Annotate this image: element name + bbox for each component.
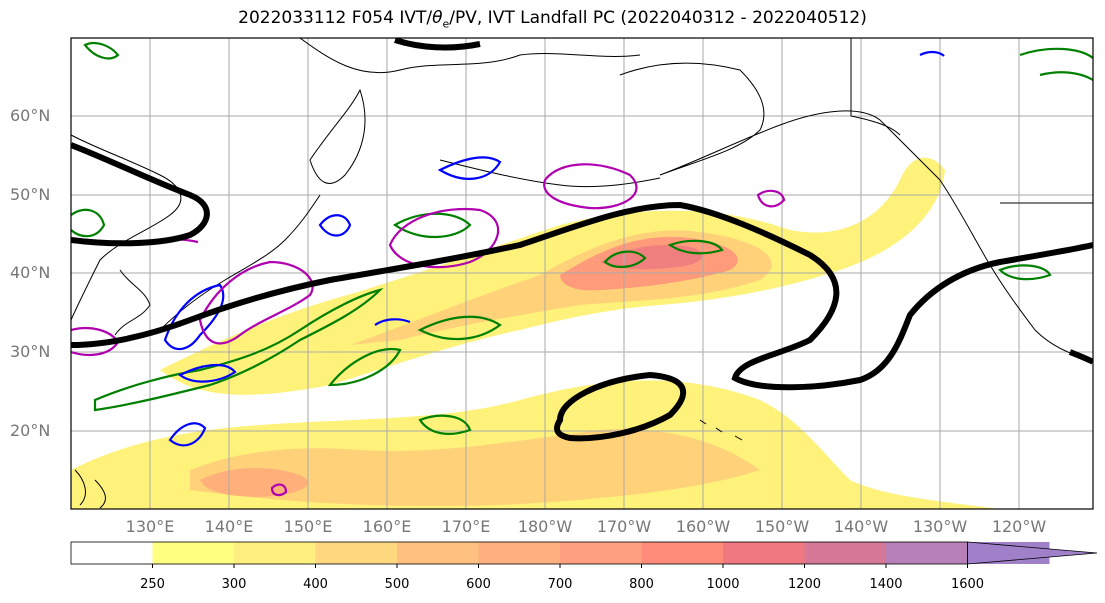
colorbar-tick-label: 1600 (950, 577, 985, 592)
colorbar-tick-label: 1000 (706, 577, 740, 592)
lon-label: 140°E (204, 517, 254, 536)
colorbar-tick-label: 400 (303, 577, 328, 592)
coastlines (71, 38, 1093, 509)
colorbar-tick-label: 1400 (869, 577, 903, 592)
lon-label: 150°W (754, 517, 810, 536)
colorbar-tick-label: 500 (384, 577, 410, 592)
pv-blue-1 (163, 283, 225, 351)
pv-blue-5 (437, 156, 502, 180)
pv-mag-5 (756, 189, 786, 208)
lat-label: 60°N (10, 106, 51, 125)
black-contour-east (1068, 349, 1093, 365)
colorbar-tick-label: 800 (629, 577, 654, 592)
theta-e-contours (71, 41, 1093, 435)
title-suffix: /PV, IVT Landfall PC (2022040312 - 20220… (449, 8, 867, 28)
pv-blue-ne (919, 50, 945, 57)
lon-label: 180°W (517, 517, 573, 536)
colorbar-segment (804, 542, 887, 564)
map-area (71, 38, 1093, 509)
pv-blue-6 (374, 318, 411, 326)
graticule (71, 38, 1093, 509)
theta-e-ne (1019, 47, 1093, 81)
lon-label: 170°E (441, 517, 491, 536)
colorbar-tick-label: 250 (140, 577, 165, 592)
black-contour-top (394, 38, 481, 51)
lon-label: 160°E (362, 517, 412, 536)
ivt-shading (71, 157, 1000, 509)
coast-alaska (619, 62, 941, 181)
colorbar-segment (641, 542, 724, 564)
theta-e-core-2 (667, 239, 724, 255)
title-subscript: e (442, 17, 450, 31)
colorbar-segment (560, 542, 642, 564)
black-contour-main (71, 201, 1093, 391)
coast-kamchatka (309, 88, 366, 184)
lat-label: 50°N (10, 185, 51, 204)
colorbar-segment (71, 542, 153, 564)
coast-north-america (939, 179, 1093, 361)
coast-asia (71, 134, 182, 321)
pv-mag-7 (270, 483, 288, 497)
black-contour-nw (71, 142, 210, 247)
figure-title: 2022033112 F054 IVT/θe/PV, IVT Landfall … (0, 8, 1105, 30)
theta-e-japan-band (93, 287, 384, 412)
pv-mag-3 (198, 260, 314, 345)
pv-mag-1 (543, 163, 638, 210)
black-contour-loop (554, 371, 687, 442)
coast-japan (159, 194, 321, 331)
ivt-landfall-contours (71, 38, 1093, 442)
lon-label: 130°W (912, 517, 968, 536)
pv-blue-3 (168, 422, 207, 447)
colorbar-tick-label: 300 (221, 577, 247, 592)
ivt-plume-max (600, 244, 703, 270)
theta-e-south (418, 414, 472, 435)
colorbar-segment (886, 542, 968, 564)
colorbar-segment (723, 542, 805, 564)
theta-e-north (392, 212, 472, 239)
theta-e-nw (83, 41, 120, 60)
theta-e-core (603, 250, 647, 268)
lon-label: 160°W (675, 517, 731, 536)
theta-e-asia-w (71, 208, 106, 238)
colorbar-outline (70, 541, 968, 565)
colorbar-segment (234, 542, 316, 564)
pv-blue-4 (318, 214, 352, 237)
pv-blue-2 (177, 363, 237, 383)
colorbar-segment (478, 542, 561, 564)
coast-philippines (74, 469, 106, 509)
theta-e-mid-2 (417, 315, 502, 341)
theta-e-mid-1 (327, 347, 402, 387)
colorbar-segment (397, 542, 479, 564)
ivt-south-core (200, 468, 308, 497)
title-prefix: 2022033112 F054 IVT/ (238, 8, 433, 28)
lat-label: 30°N (10, 342, 51, 361)
lon-label: 120°W (991, 517, 1047, 536)
lon-label: 140°W (833, 517, 889, 536)
boundary-alaska-canada (850, 38, 901, 136)
coast-hawaii (699, 419, 743, 441)
theta-e-ne-2 (998, 264, 1052, 281)
coast-siberia-north (299, 38, 641, 74)
title-theta: θ (432, 8, 443, 28)
lon-label: 150°E (283, 517, 333, 536)
colorbar-tick-label: 1200 (787, 577, 822, 592)
coast-korea (114, 269, 151, 336)
ivt-south-inner (190, 429, 760, 507)
colorbar-segment (152, 542, 235, 564)
colorbar-segment (315, 542, 398, 564)
lat-label: 40°N (10, 263, 51, 282)
lon-label: 170°W (596, 517, 652, 536)
colorbar-tick-label: 700 (547, 577, 573, 592)
colorbar-tick-label: 600 (466, 577, 491, 592)
map-frame (70, 37, 1094, 510)
lon-label: 130°E (125, 517, 175, 536)
pv-contours-blue (163, 50, 945, 447)
lat-label: 20°N (10, 421, 51, 440)
colorbar (70, 541, 1098, 568)
